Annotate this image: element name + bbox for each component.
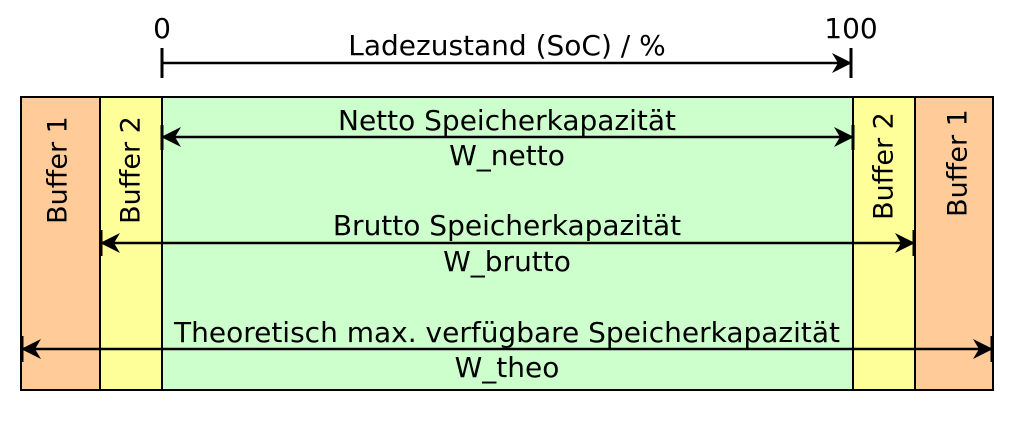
soc-min-label: 0: [153, 12, 171, 45]
theo-capacity: Theoretisch max. verfügbare Speicherkapa…: [20, 316, 994, 384]
buffer1-left-label: Buffer 1: [43, 116, 74, 224]
netto-capacity: Netto Speicherkapazität W_netto: [160, 104, 855, 172]
buffer1-right-label: Buffer 1: [943, 109, 974, 217]
buffer2-left-label: Buffer 2: [116, 116, 147, 224]
theo-symbol: W_theo: [455, 351, 560, 384]
brutto-symbol: W_brutto: [443, 245, 571, 278]
netto-symbol: W_netto: [449, 139, 565, 172]
brutto-capacity: Brutto Speicherkapazität W_brutto: [99, 209, 916, 278]
netto-label: Netto Speicherkapazität: [338, 104, 676, 137]
soc-max-label: 100: [824, 12, 877, 45]
brutto-label: Brutto Speicherkapazität: [333, 209, 681, 242]
soc-axis: 0 100 Ladezustand (SoC) / %: [153, 12, 878, 78]
buffer2-right-label: Buffer 2: [869, 112, 900, 220]
buffer-labels: Buffer 1 Buffer 2 Buffer 2 Buffer 1: [43, 109, 974, 224]
theo-label: Theoretisch max. verfügbare Speicherkapa…: [173, 316, 840, 349]
soc-axis-title: Ladezustand (SoC) / %: [348, 29, 666, 62]
